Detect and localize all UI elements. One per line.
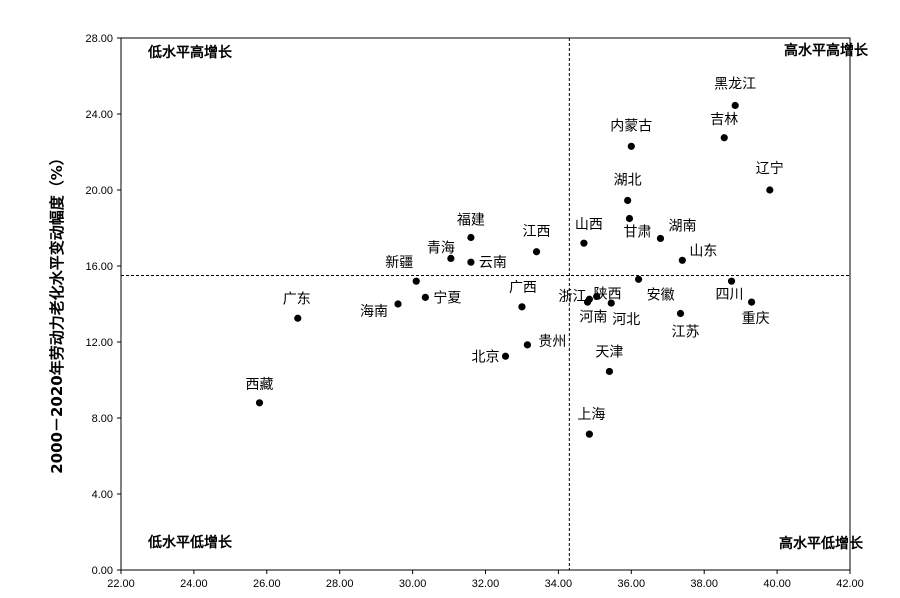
- x-tick-label: 22.00: [107, 578, 135, 590]
- data-point: [421, 293, 429, 301]
- plot-area: [120, 37, 851, 571]
- data-point-label: 广西: [509, 280, 537, 296]
- data-point-label: 黑龙江: [714, 76, 756, 92]
- data-point-label: 贵州: [538, 334, 566, 350]
- y-tick-label: 0.00: [92, 565, 113, 577]
- data-point: [501, 352, 510, 360]
- y-tick-label: 24.00: [85, 109, 113, 121]
- data-point-label: 河北: [612, 312, 640, 328]
- data-point-label: 山东: [689, 243, 717, 259]
- data-point-label: 浙江: [559, 289, 587, 305]
- data-point-label: 重庆: [742, 311, 770, 327]
- data-point: [523, 341, 532, 349]
- data-point: [605, 367, 614, 376]
- x-tick-label: 26.00: [253, 578, 281, 590]
- data-point-label: 江西: [523, 224, 551, 240]
- data-point: [720, 134, 728, 142]
- y-tick-label: 28.00: [85, 33, 113, 45]
- data-point-label: 安徽: [647, 287, 675, 303]
- data-point-label: 湖北: [614, 172, 642, 188]
- data-point: [585, 430, 593, 438]
- data-point: [467, 258, 475, 266]
- data-point: [731, 101, 739, 110]
- y-tick-label: 8.00: [92, 413, 113, 425]
- data-point: [676, 309, 685, 318]
- data-point-label: 河南: [579, 309, 607, 325]
- data-point: [447, 254, 455, 262]
- x-tick-label: 28.00: [326, 578, 354, 590]
- data-point-label: 新疆: [385, 255, 413, 271]
- data-point: [747, 298, 756, 306]
- data-point: [585, 295, 593, 303]
- data-point: [625, 214, 634, 223]
- data-point: [678, 256, 686, 264]
- y-tick-label: 12.00: [85, 337, 113, 349]
- data-point-label: 福建: [457, 213, 485, 229]
- data-point-label: 吉林: [710, 112, 738, 128]
- x-tick-label: 38.00: [690, 578, 718, 590]
- data-point: [634, 275, 643, 283]
- data-point-label: 青海: [427, 240, 455, 256]
- data-point-label: 云南: [479, 255, 507, 271]
- data-point-label: 上海: [577, 407, 605, 423]
- y-tick-label: 16.00: [85, 261, 113, 273]
- data-point-label: 辽宁: [756, 160, 784, 177]
- data-point-label: 北京: [472, 349, 500, 365]
- x-tick-label: 40.00: [763, 578, 791, 590]
- data-point-label: 广东: [283, 291, 311, 307]
- data-point: [580, 239, 588, 247]
- x-tick-label: 36.00: [618, 578, 646, 590]
- data-point: [255, 399, 264, 407]
- data-point: [766, 186, 774, 194]
- quadrant-label-bottom-right: 高水平低增长: [779, 535, 864, 552]
- data-point-label: 四川: [716, 287, 744, 303]
- data-point-label: 海南: [360, 304, 388, 320]
- quadrant-label-top-right: 高水平高增长: [784, 42, 869, 59]
- data-point: [727, 277, 736, 285]
- data-point-label: 甘肃: [623, 225, 651, 241]
- data-point: [518, 303, 526, 311]
- data-point-label: 江苏: [672, 325, 700, 341]
- y-tick-label: 20.00: [85, 185, 113, 197]
- data-point-label: 天津: [595, 344, 623, 360]
- data-point: [624, 196, 632, 205]
- data-point: [593, 292, 601, 300]
- data-point-label: 山西: [575, 217, 603, 233]
- x-tick-label: 24.00: [180, 578, 208, 590]
- data-point: [394, 300, 402, 308]
- data-point: [412, 277, 420, 285]
- x-tick-label: 34.00: [545, 578, 573, 590]
- data-point: [467, 233, 475, 242]
- quadrant-label-bottom-left: 低水平低增长: [147, 534, 233, 551]
- data-point: [532, 248, 541, 256]
- x-tick-label: 32.00: [472, 578, 500, 590]
- data-point-label: 内蒙古: [610, 118, 652, 134]
- data-point-label: 陕西: [594, 286, 622, 302]
- data-point: [627, 142, 635, 150]
- data-point: [607, 299, 615, 307]
- data-point-label: 西藏: [246, 377, 274, 393]
- x-tick-label: 42.00: [836, 578, 864, 590]
- data-point-label: 湖南: [668, 218, 696, 234]
- x-axis: 22.00 24.00 26.00 28.00 30.00 32.00 34.00 36.00…: [107, 570, 864, 590]
- data-point-label: 宁夏: [433, 289, 461, 306]
- y-axis-label: 2000－2020年劳动力老化水平变动幅度（%）: [48, 150, 66, 474]
- y-axis: 0.00 4.00 8.00 12.00 16.00 20.00 24.00 28.00: [85, 33, 121, 577]
- quadrant-label-top-left: 低水平高增长: [147, 44, 233, 61]
- x-tick-label: 30.00: [399, 578, 427, 590]
- data-point: [294, 314, 302, 322]
- data-point: [656, 234, 665, 243]
- y-tick-label: 4.00: [92, 489, 113, 501]
